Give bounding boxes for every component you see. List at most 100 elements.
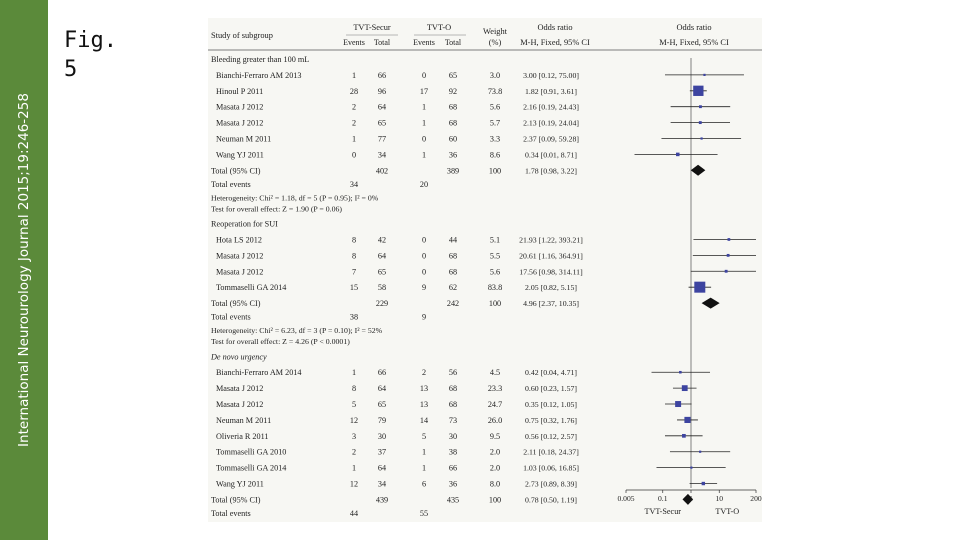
study-events2: 1 xyxy=(422,448,426,457)
study-events1: 1 xyxy=(352,368,356,377)
header-study: Study of subgroup xyxy=(211,31,273,40)
study-total1: 58 xyxy=(378,283,386,292)
study-point-estimate xyxy=(727,238,731,241)
study-or-ci: 1.03 [0.06, 16.85] xyxy=(523,464,579,473)
study-point-estimate xyxy=(676,152,680,157)
study-events1: 28 xyxy=(350,87,358,96)
study-name: Hinoul P 2011 xyxy=(216,87,263,96)
study-events1: 8 xyxy=(352,251,356,260)
study-name: Bianchi-Ferraro AM 2014 xyxy=(216,368,302,377)
study-name: Masata J 2012 xyxy=(216,103,263,112)
study-weight: 23.3 xyxy=(488,384,502,393)
study-total2: 68 xyxy=(449,103,457,112)
subgroup-heterogeneity: Heterogeneity: Chi² = 1.18, df = 5 (P = … xyxy=(211,193,379,202)
subgroup-events1: 34 xyxy=(350,180,358,189)
study-events2: 0 xyxy=(422,251,426,260)
study-weight: 3.0 xyxy=(490,71,500,80)
study-point-estimate xyxy=(693,85,704,96)
figure-label-word: Fig. xyxy=(64,28,117,53)
study-name: Masata J 2012 xyxy=(216,384,263,393)
study-weight: 26.0 xyxy=(488,416,502,425)
study-events1: 1 xyxy=(352,464,356,473)
study-or-ci: 2.11 [0.18, 24.37] xyxy=(523,448,579,457)
subgroup-events2: 55 xyxy=(420,509,428,518)
subgroup-total-label: Total (95% CI) xyxy=(211,495,261,504)
study-or-ci: 0.56 [0.12, 2.57] xyxy=(525,432,577,441)
study-point-estimate xyxy=(699,450,702,453)
figure-label: Fig. 5 xyxy=(64,26,117,84)
favors-left-label: TVT-Secur xyxy=(644,507,681,516)
study-events2: 0 xyxy=(422,135,426,144)
study-or-ci: 0.35 [0.12, 1.05] xyxy=(525,400,577,409)
figure-label-number: 5 xyxy=(64,57,78,82)
subgroup-overall-effect: Test for overall effect: Z = 4.26 (P < 0… xyxy=(211,337,350,346)
x-axis-tick-label: 0.005 xyxy=(617,494,634,503)
study-point-estimate xyxy=(682,433,686,438)
subgroup-pooled-diamond xyxy=(682,493,694,505)
study-or-ci: 3.00 [0.12, 75.00] xyxy=(523,71,579,80)
study-total2: 66 xyxy=(449,464,457,473)
header-or-plot: Odds ratio xyxy=(676,23,711,32)
x-axis-tick-label: 200 xyxy=(750,494,762,503)
study-name: Tommaselli GA 2010 xyxy=(216,448,286,457)
study-total2: 56 xyxy=(449,368,457,377)
header-group2: TVT-O xyxy=(427,23,451,32)
study-total1: 30 xyxy=(378,432,386,441)
study-total1: 65 xyxy=(378,267,386,276)
study-or-ci: 17.56 [0.98, 314.11] xyxy=(519,267,583,276)
study-point-estimate xyxy=(675,401,682,408)
study-or-ci: 0.60 [0.23, 1.57] xyxy=(525,384,577,393)
study-total2: 68 xyxy=(449,384,457,393)
subgroup-pooled-diamond xyxy=(701,297,720,309)
study-point-estimate xyxy=(694,281,706,293)
subgroup-pooled-diamond xyxy=(690,164,706,176)
study-events1: 15 xyxy=(350,283,358,292)
study-point-estimate xyxy=(698,121,702,125)
subgroup-events2: 9 xyxy=(422,313,426,322)
study-events1: 8 xyxy=(352,384,356,393)
study-point-estimate xyxy=(701,481,706,486)
x-axis-tick-label: 1 xyxy=(689,494,693,503)
subgroup-events-label: Total events xyxy=(211,313,251,322)
study-total2: 68 xyxy=(449,267,457,276)
journal-citation: International Neurourology Journal 2015;… xyxy=(16,93,32,447)
study-total1: 64 xyxy=(378,384,386,393)
study-total2: 62 xyxy=(449,283,457,292)
study-name: Hota LS 2012 xyxy=(216,235,262,244)
subgroup-total-weight: 100 xyxy=(489,299,501,308)
forest-plot-panel: TVT-Secur TVT-O Study of subgroup Weight (%)… xyxy=(208,18,762,540)
study-events1: 2 xyxy=(352,103,356,112)
study-point-estimate xyxy=(679,370,682,374)
header-weight-unit: (%) xyxy=(489,38,502,47)
subgroup-total1: 229 xyxy=(376,299,388,308)
study-events1: 12 xyxy=(350,480,358,489)
study-events2: 6 xyxy=(422,480,426,489)
study-point-estimate xyxy=(684,416,691,423)
study-events2: 2 xyxy=(422,368,426,377)
study-weight: 5.7 xyxy=(490,119,500,128)
study-or-ci: 2.37 [0.09, 59.28] xyxy=(523,135,579,144)
study-events2: 0 xyxy=(422,235,426,244)
study-weight: 24.7 xyxy=(488,400,502,409)
subgroup-title: Bleeding greater than 100 mL xyxy=(211,55,309,64)
study-or-ci: 2.13 [0.19, 24.04] xyxy=(523,119,579,128)
study-name: Masata J 2012 xyxy=(216,267,263,276)
study-name: Masata J 2012 xyxy=(216,400,263,409)
study-or-ci: 2.73 [0.89, 8.39] xyxy=(525,480,577,489)
study-events1: 0 xyxy=(352,150,356,159)
study-point-estimate xyxy=(700,137,703,140)
subgroup-events-label: Total events xyxy=(211,180,251,189)
study-name: Bianchi-Ferraro AM 2013 xyxy=(216,71,302,80)
subgroup-title: Reoperation for SUI xyxy=(211,220,278,229)
subgroup-title: De novo urgency xyxy=(210,352,267,361)
study-events1: 8 xyxy=(352,235,356,244)
study-or-ci: 20.61 [1.16, 364.91] xyxy=(519,251,583,260)
study-total1: 66 xyxy=(378,71,386,80)
subgroup-overall-effect: Test for overall effect: Z = 1.90 (P = 0… xyxy=(211,204,342,213)
subgroup-total2: 389 xyxy=(447,166,459,175)
study-events2: 1 xyxy=(422,464,426,473)
study-name: Wang YJ 2011 xyxy=(216,150,264,159)
study-total2: 44 xyxy=(449,235,457,244)
study-point-estimate xyxy=(699,105,702,109)
subgroup-total-ci: 1.78 [0.98, 3.22] xyxy=(525,166,577,175)
